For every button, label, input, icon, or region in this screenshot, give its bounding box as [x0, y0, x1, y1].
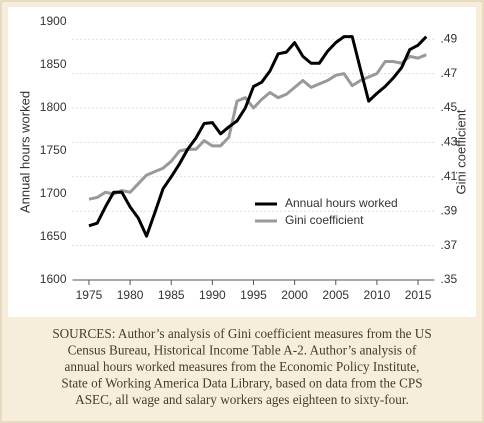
y-tick-label: 1850 [40, 57, 67, 71]
y-tick-label: 1650 [40, 229, 67, 243]
line-series [88, 35, 428, 238]
x-tick-label: 1985 [158, 288, 185, 302]
x-tick-label: 2010 [364, 288, 391, 302]
y2-tick-label: .49 [441, 31, 458, 45]
y2-tick-label: .43 [441, 135, 458, 149]
line-series [88, 53, 427, 201]
caption-line: State of Working America Data Library, b… [61, 376, 422, 391]
y2-tick-label: .35 [441, 272, 458, 286]
y2-tick-label: .37 [441, 238, 458, 252]
legend-label: Annual hours worked [285, 196, 398, 210]
x-tick-label: 2015 [405, 288, 432, 302]
y-tick-label: 1700 [40, 186, 67, 200]
y-tick-label: 1750 [40, 143, 67, 157]
y2-tick-label: .39 [441, 203, 458, 217]
y2-tick-label: .47 [441, 66, 458, 80]
x-tick-label: 1995 [240, 288, 267, 302]
legend-label: Gini coefficient [285, 213, 364, 227]
y-tick-label: 1900 [40, 14, 67, 28]
y-tick-label: 1800 [40, 100, 67, 114]
y-axis-title: Annual hours worked [17, 91, 32, 213]
x-tick-label: 2005 [322, 288, 349, 302]
x-tick-label: 1975 [76, 288, 103, 302]
x-tick-label: 1990 [199, 288, 226, 302]
x-tick-label: 2000 [281, 288, 308, 302]
caption-line: SOURCES: Author’s analysis of Gini coeff… [52, 326, 431, 341]
y2-tick-label: .41 [441, 169, 458, 183]
caption-line: ASEC, all wage and salary workers ages e… [75, 392, 409, 407]
caption-line: annual hours worked measures from the Ec… [65, 359, 420, 374]
plot-panel [8, 7, 476, 317]
caption-line: Census Bureau, Historical Income Table A… [68, 343, 417, 358]
y2-tick-label: .45 [441, 100, 458, 114]
x-tick-label: 1980 [117, 288, 144, 302]
y-tick-label: 1600 [40, 272, 67, 286]
y2-axis-title: Gini coefficient [453, 109, 468, 194]
